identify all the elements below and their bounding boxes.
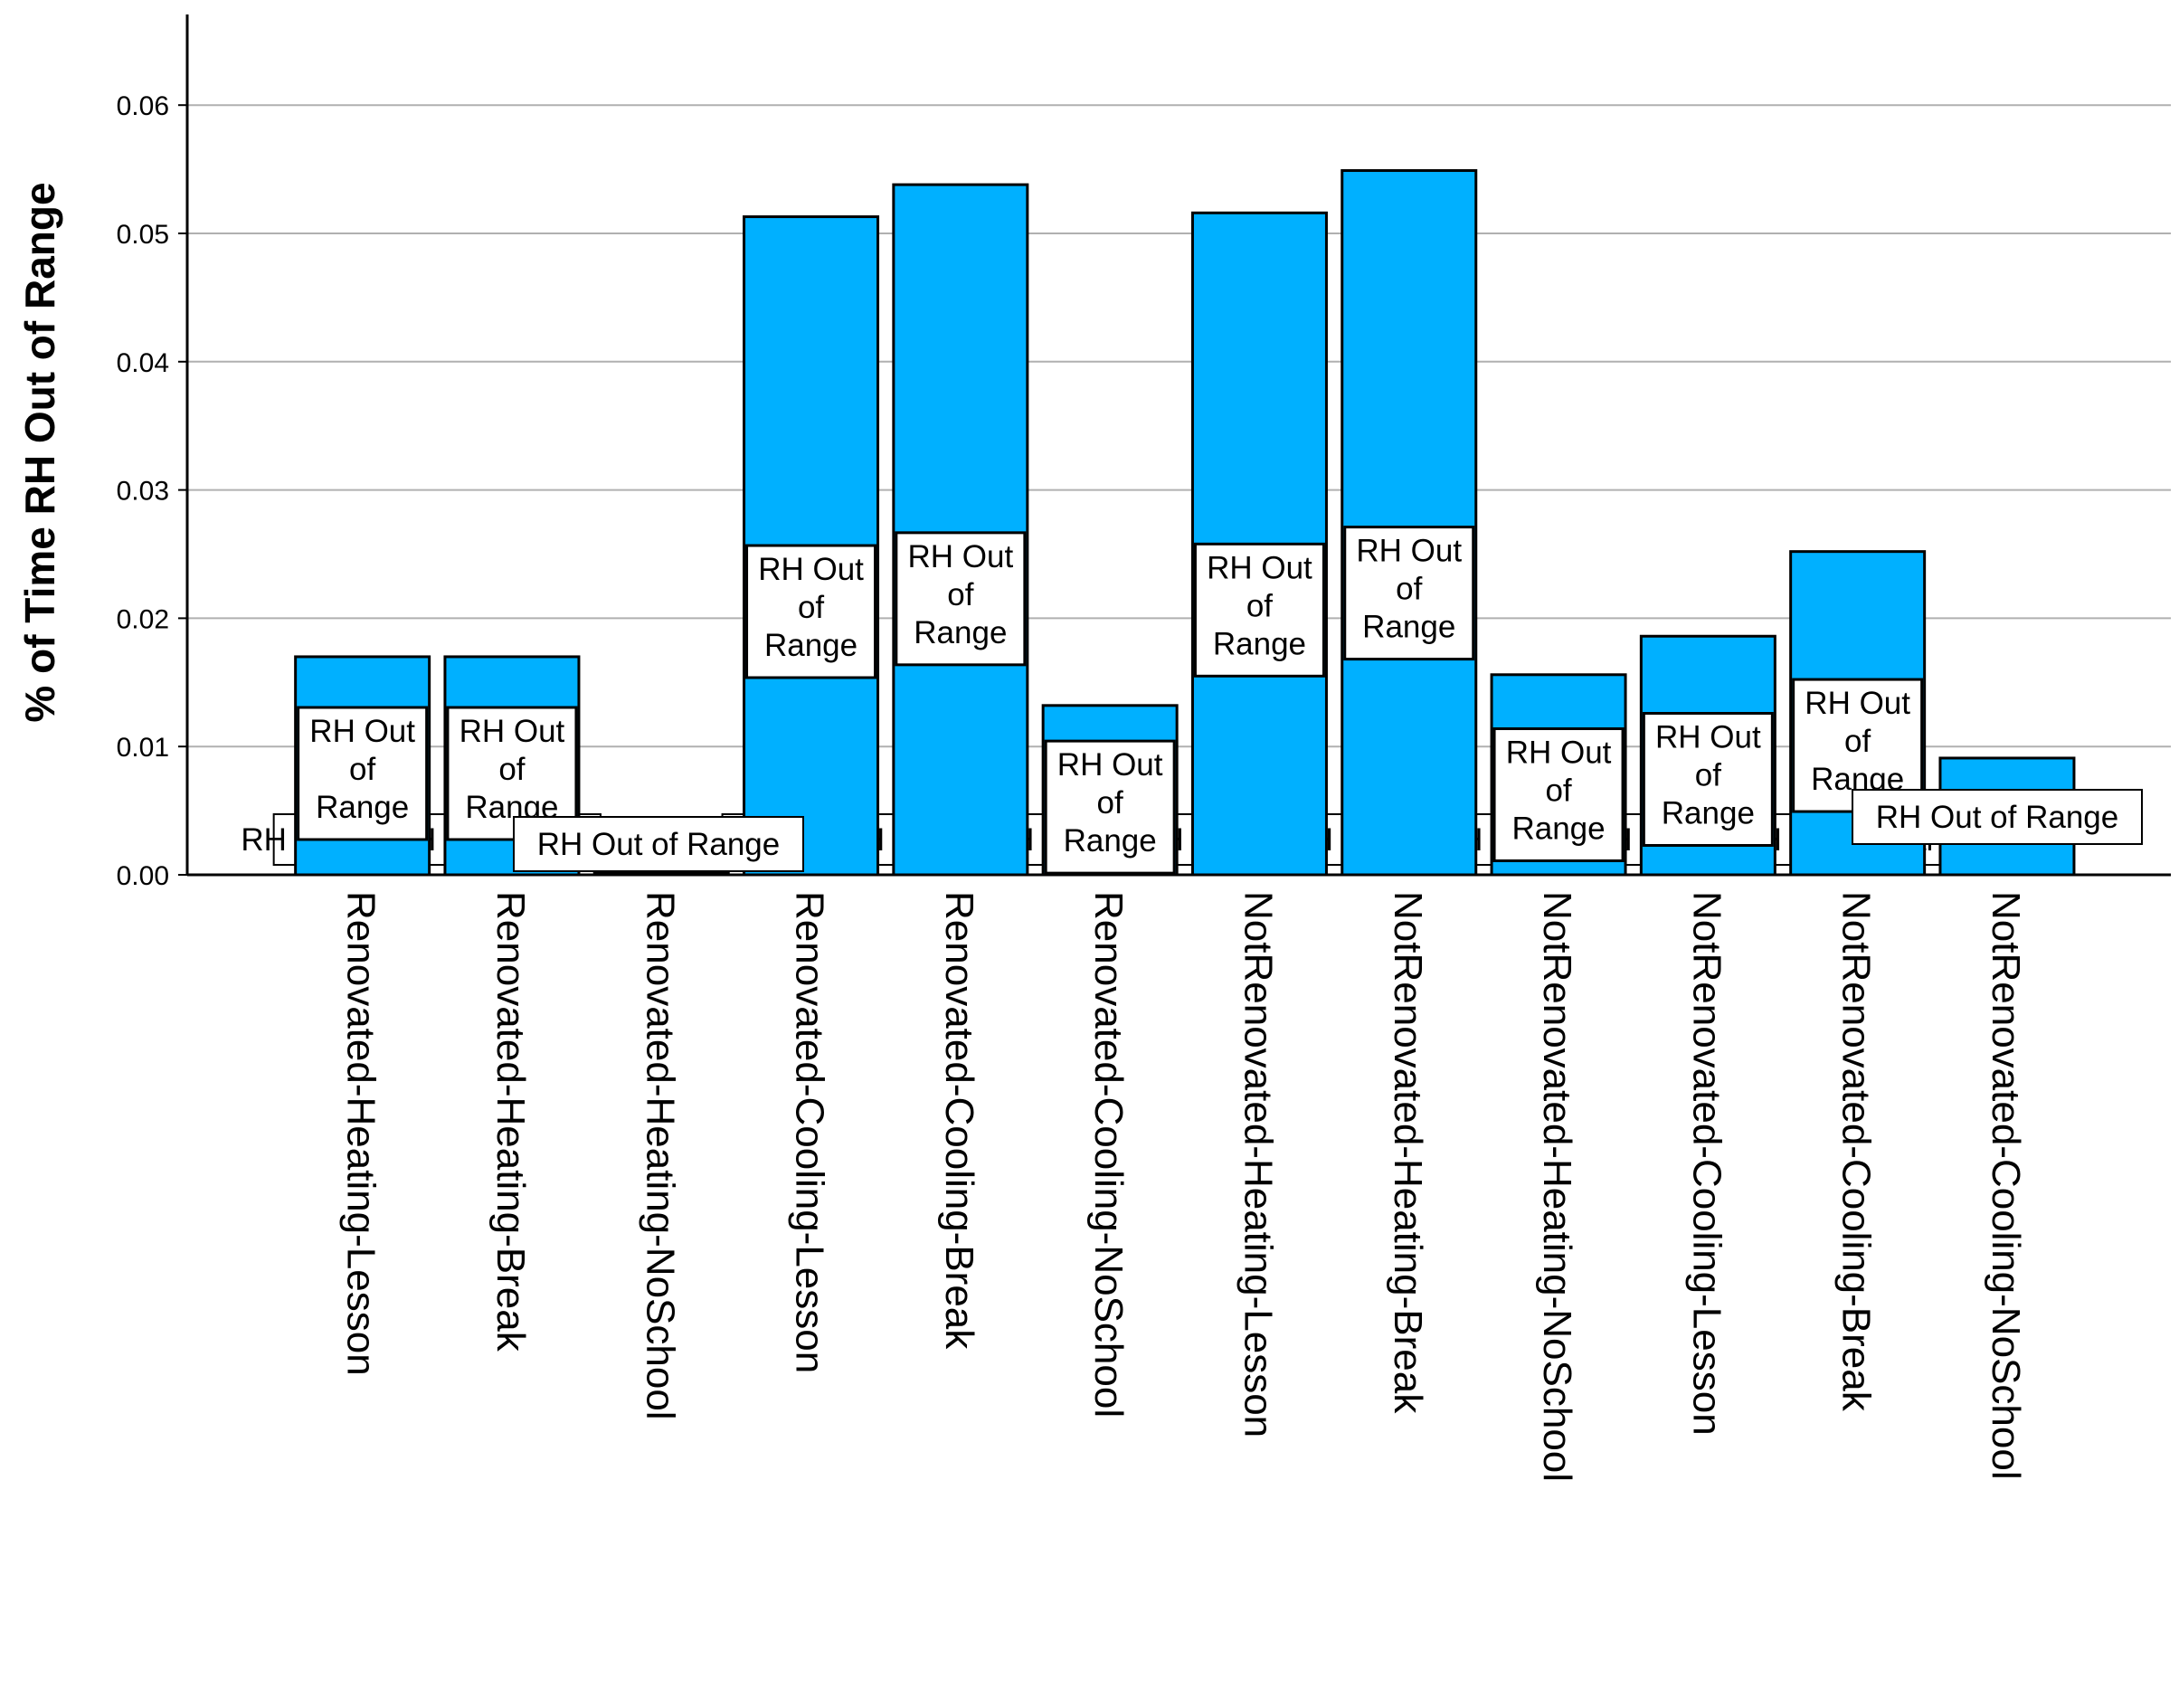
svg-text:Range: Range <box>1064 823 1157 859</box>
x-category-label: NotRenovated-Heating-Break <box>1386 891 1430 1414</box>
x-category-label: Renovated-Heating-NoSchool <box>638 891 682 1420</box>
y-tick-label: 0.01 <box>117 733 169 763</box>
y-axis-ticks: 0.00 0.01 0.02 0.03 0.04 0.05 0.06 <box>117 91 187 891</box>
svg-text:of: of <box>1545 773 1571 809</box>
svg-text:Range: Range <box>1213 626 1306 661</box>
svg-text:Range: Range <box>764 628 857 663</box>
svg-text:RH Out: RH Out <box>1207 550 1312 585</box>
svg-text:RH Out: RH Out <box>1805 686 1910 721</box>
y-tick-label: 0.02 <box>117 604 169 634</box>
bar <box>1341 169 1478 877</box>
svg-text:RH Out: RH Out <box>758 552 864 587</box>
svg-text:RH Out: RH Out <box>1356 534 1462 569</box>
x-category-label: NotRenovated-Heating-Lesson <box>1236 891 1280 1438</box>
x-category-label: Renovated-Cooling-NoSchool <box>1086 891 1131 1418</box>
y-axis-title: % of Time RH Out of Range <box>16 182 63 722</box>
x-category-label: Renovated-Cooling-Break <box>937 891 981 1350</box>
y-tick-label: 0.03 <box>117 477 169 507</box>
svg-text:Range: Range <box>914 615 1007 650</box>
svg-text:of: of <box>798 590 824 625</box>
svg-text:of: of <box>1396 572 1422 607</box>
svg-text:Range: Range <box>1511 811 1605 847</box>
x-category-label: Renovated-Heating-Break <box>488 891 533 1352</box>
x-category-label: NotRenovated-Cooling-Lesson <box>1684 891 1729 1436</box>
y-tick-label: 0.06 <box>117 91 169 121</box>
category-labels: Renovated-Heating-Lesson Renovated-Heatin… <box>339 891 2028 1482</box>
svg-text:RH Out: RH Out <box>1655 720 1761 755</box>
svg-text:RH Out of Range: RH Out of Range <box>537 827 780 862</box>
svg-text:of: of <box>1695 758 1721 793</box>
y-tick-label: 0.04 <box>117 348 169 378</box>
svg-text:of: of <box>349 752 375 787</box>
data-label: RH Out of Range <box>1852 789 2143 845</box>
x-category-label: Renovated-Heating-Lesson <box>339 891 384 1376</box>
svg-text:of: of <box>1844 724 1871 759</box>
x-category-label: NotRenovated-Cooling-NoSchool <box>1984 891 2028 1480</box>
svg-text:of: of <box>1097 785 1123 821</box>
svg-text:Range: Range <box>1662 796 1755 831</box>
svg-text:RH Out: RH Out <box>309 714 415 749</box>
x-category-label: Renovated-Cooling-Lesson <box>788 891 832 1373</box>
x-category-label: NotRenovated-Heating-NoSchool <box>1535 891 1579 1482</box>
y-tick-label: 0.00 <box>117 861 169 891</box>
bar <box>892 183 1029 877</box>
y-tick-label: 0.05 <box>117 220 169 250</box>
svg-text:of: of <box>947 577 973 612</box>
svg-text:of: of <box>498 752 525 787</box>
x-category-label: NotRenovated-Cooling-Break <box>1834 891 1879 1412</box>
svg-text:RH Out: RH Out <box>459 714 565 749</box>
svg-text:of: of <box>1246 588 1273 623</box>
svg-text:Range: Range <box>1362 610 1455 645</box>
svg-text:RH Out: RH Out <box>1506 735 1612 771</box>
svg-text:RH Out of Range: RH Out of Range <box>1876 800 2118 835</box>
svg-text:RH Out: RH Out <box>1057 747 1163 783</box>
data-label: RH Out of Range <box>513 816 804 872</box>
svg-text:RH Out: RH Out <box>907 539 1013 574</box>
svg-text:Range: Range <box>316 790 409 825</box>
